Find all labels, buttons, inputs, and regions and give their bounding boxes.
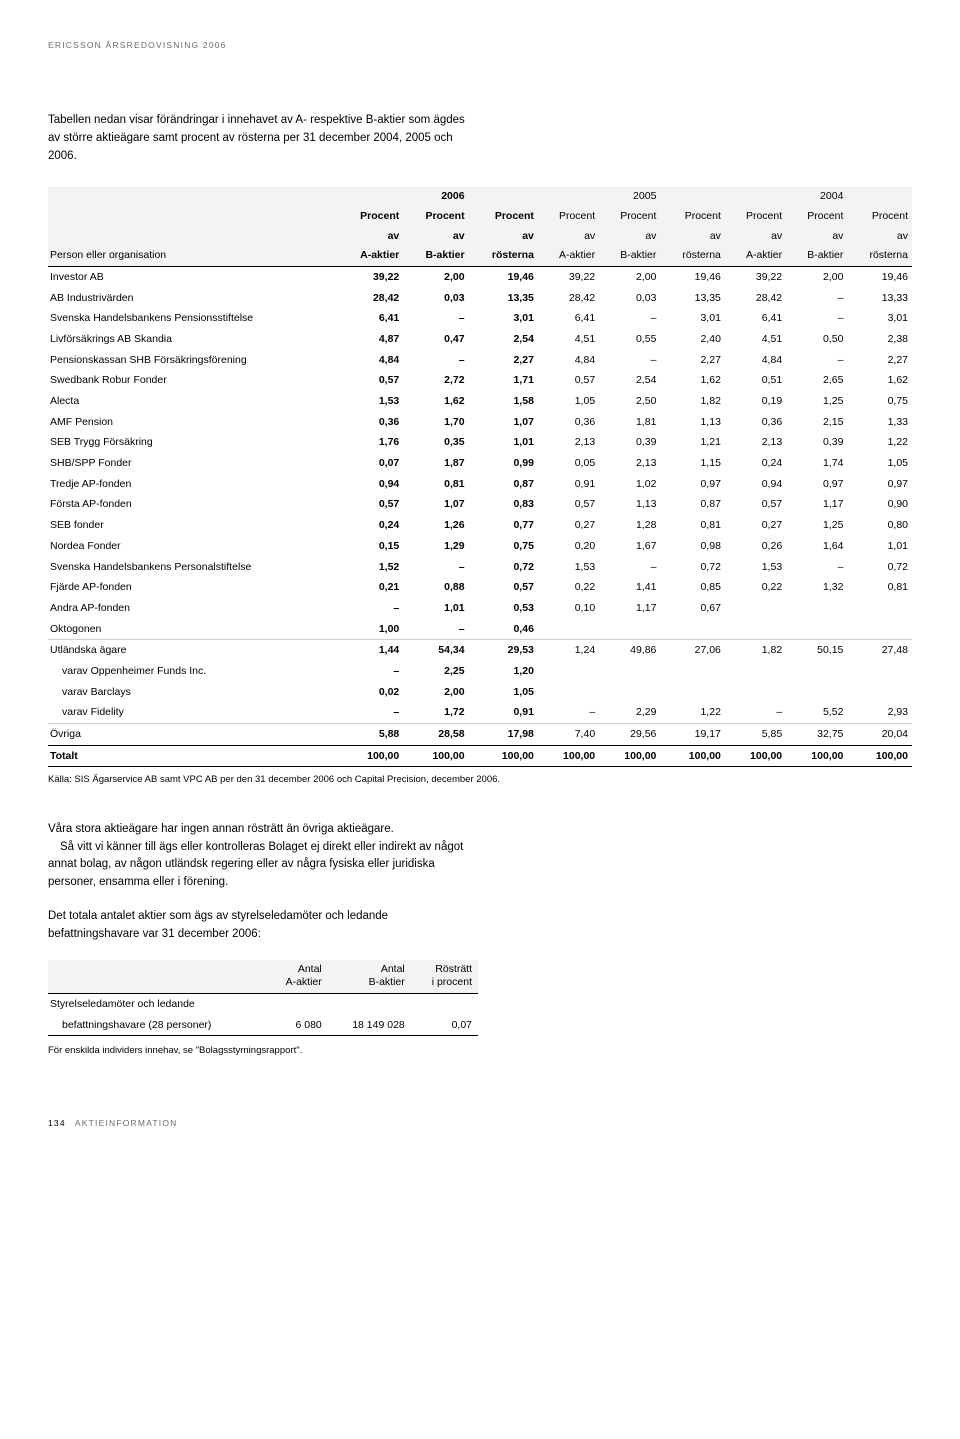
table-row: SHB/SPP Fonder0,071,870,990,052,131,150,… <box>48 453 912 474</box>
table-row: Nordea Fonder0,151,290,750,201,670,980,2… <box>48 536 912 557</box>
table-row: Svenska Handelsbankens Pensionsstiftelse… <box>48 308 912 329</box>
table-row: Första AP-fonden0,571,070,830,571,130,87… <box>48 494 912 515</box>
table-row: Alecta1,531,621,581,052,501,820,191,250,… <box>48 391 912 412</box>
body-paragraph-2: Det totala antalet aktier som ägs av sty… <box>48 908 478 944</box>
table-row: AB Industrivärden28,420,0313,3528,420,03… <box>48 288 912 309</box>
page-number: 134 <box>48 1118 66 1128</box>
year-2006: 2006 <box>403 187 468 207</box>
small-table-footnote: För enskilda individers innehav, se "Bol… <box>48 1044 912 1057</box>
table-row: Andra AP-fonden–1,010,530,101,170,67 <box>48 598 912 619</box>
body-paragraph-1: Våra stora aktieägare har ingen annan rö… <box>48 821 478 892</box>
table-row: Svenska Handelsbankens Personalstiftelse… <box>48 557 912 578</box>
table-row: varav Barclays0,022,001,05 <box>48 682 912 703</box>
table-row: Investor AB39,222,0019,4639,222,0019,463… <box>48 266 912 287</box>
row-ovriga: Övriga 5,88 28,58 17,98 7,40 29,56 19,17… <box>48 724 912 746</box>
table-row: Livförsäkrings AB Skandia4,870,472,544,5… <box>48 329 912 350</box>
directors-holdings-table: AntalA-aktier AntalB-aktier Rösträtti pr… <box>48 960 478 1037</box>
row-totalt: Totalt 100,00 100,00 100,00 100,00 100,0… <box>48 745 912 767</box>
table-row: Fjärde AP-fonden0,210,880,570,221,410,85… <box>48 577 912 598</box>
page-footer-section: AKTIEINFORMATION <box>75 1118 178 1128</box>
table-row: Utländska ägare1,4454,3429,531,2449,8627… <box>48 640 912 661</box>
table-row: varav Fidelity–1,720,91–2,291,22–5,522,9… <box>48 702 912 723</box>
table-row: Pensionskassan SHB Försäkringsförening4,… <box>48 350 912 371</box>
shareholders-table: 2006 2005 2004 Procent Procent Procent P… <box>48 187 912 767</box>
page-footer: 134 AKTIEINFORMATION <box>48 1118 912 1130</box>
table-row: AMF Pension0,361,701,070,361,811,130,362… <box>48 412 912 433</box>
page-top-header: ERICSSON ÅRSREDOVISNING 2006 <box>48 40 912 52</box>
table-row: Oktogonen1,00–0,46 <box>48 619 912 640</box>
table-row: varav Oppenheimer Funds Inc.–2,251,20 <box>48 661 912 682</box>
year-2005: 2005 <box>599 187 660 207</box>
table-body-foreign: Utländska ägare1,4454,3429,531,2449,8627… <box>48 640 912 724</box>
directors-row: Styrelseledamöter och ledande <box>48 993 478 1014</box>
intro-paragraph: Tabellen nedan visar förändringar i inne… <box>48 112 478 165</box>
table-row: Tredje AP-fonden0,940,810,870,911,020,97… <box>48 474 912 495</box>
row-label-header: Person eller organisation <box>48 246 338 266</box>
table-row: SEB Trygg Försäkring1,760,351,012,130,39… <box>48 432 912 453</box>
table-row: SEB fonder0,241,260,770,271,280,810,271,… <box>48 515 912 536</box>
table-source-note: Källa: SIS Ägarservice AB samt VPC AB pe… <box>48 773 912 786</box>
directors-row-values: befattningshavare (28 personer) 6 080 18… <box>48 1015 478 1036</box>
table-header: 2006 2005 2004 Procent Procent Procent P… <box>48 187 912 266</box>
table-row: Swedbank Robur Fonder0,572,721,710,572,5… <box>48 370 912 391</box>
table-body-main: Investor AB39,222,0019,4639,222,0019,463… <box>48 266 912 639</box>
year-2004: 2004 <box>786 187 847 207</box>
table-body-summary: Övriga 5,88 28,58 17,98 7,40 29,56 19,17… <box>48 724 912 767</box>
